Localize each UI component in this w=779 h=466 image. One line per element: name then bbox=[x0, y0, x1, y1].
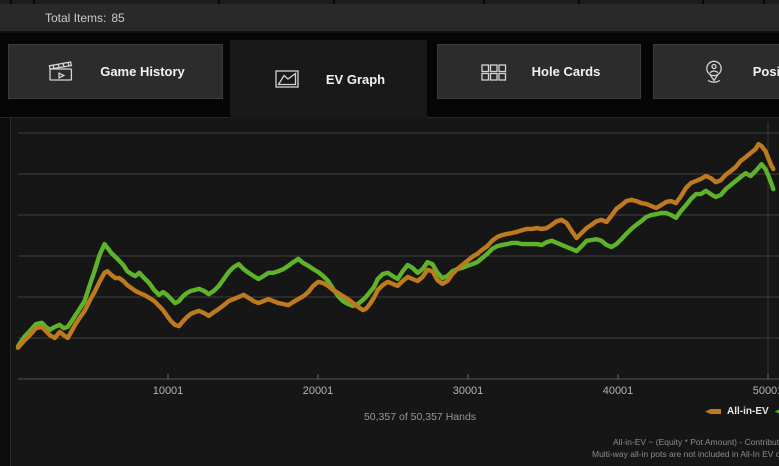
legend-marker-allinev bbox=[705, 409, 721, 414]
tab-label: EV Graph bbox=[325, 71, 386, 87]
tab-label: Positions bbox=[752, 64, 779, 79]
chart-panel: 50,357 of 50,357 Hands All-in-EV All-in-… bbox=[0, 117, 779, 466]
series-line-All-in-EV bbox=[15, 141, 776, 350]
tab-label: Game History bbox=[100, 64, 185, 79]
totals-bar: Total Items: 85 bbox=[0, 4, 779, 33]
person-pin-icon bbox=[705, 60, 722, 83]
series-line-second bbox=[15, 161, 776, 349]
clapperboard-icon bbox=[48, 60, 73, 81]
x-axis-label: 10001 bbox=[152, 385, 184, 397]
hands-summary: 50,357 of 50,357 Hands bbox=[363, 411, 477, 423]
panel-left-edge bbox=[0, 118, 11, 466]
total-items-value: 85 bbox=[111, 10, 125, 25]
chart-legend: All-in-EV bbox=[705, 406, 779, 417]
tab-positions[interactable]: Positions bbox=[653, 44, 779, 99]
x-axis-label: 50001 bbox=[752, 385, 779, 397]
tab-ev-graph[interactable]: EV Graph bbox=[230, 40, 427, 118]
legend-marker-won bbox=[774, 409, 779, 414]
x-axis-label: 40001 bbox=[602, 385, 634, 397]
top-grid-strip bbox=[0, 0, 779, 4]
allin-ev-note-2: Multi-way all-in pots are not included i… bbox=[592, 449, 779, 459]
tab-game-history[interactable]: Game History bbox=[8, 44, 223, 99]
total-items-label: Total Items: bbox=[45, 10, 107, 25]
allin-ev-note-1: All-in-EV ~ (Equity * Pot Amount) - Cont… bbox=[613, 437, 779, 447]
x-axis-label: 30001 bbox=[452, 385, 484, 397]
line-chart-icon bbox=[275, 70, 299, 88]
tab-hole-cards[interactable]: Hole Cards bbox=[437, 44, 641, 99]
legend-label-allinev: All-in-EV bbox=[727, 406, 769, 417]
x-axis-label: 20001 bbox=[302, 385, 334, 397]
tab-label: Hole Cards bbox=[531, 64, 601, 79]
cards-grid-icon bbox=[481, 63, 506, 81]
